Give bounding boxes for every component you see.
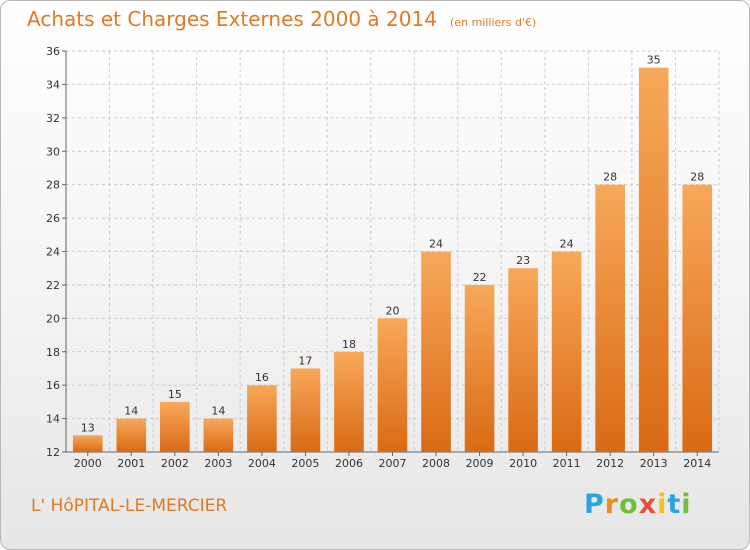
- bar: [116, 418, 147, 452]
- bar: [595, 184, 625, 452]
- data-label: 28: [603, 171, 617, 184]
- chart-title: Achats et Charges Externes 2000 à 2014: [27, 7, 437, 31]
- data-label: 15: [168, 388, 182, 401]
- bar: [377, 318, 408, 452]
- bar: [334, 351, 364, 452]
- y-tick-label: 36: [46, 45, 60, 58]
- y-tick-label: 30: [46, 145, 60, 158]
- bar: [247, 385, 277, 452]
- y-tick-label: 32: [46, 112, 60, 125]
- title-row: Achats et Charges Externes 2000 à 2014 (…: [27, 7, 536, 31]
- y-tick-label: 26: [46, 212, 60, 225]
- x-tick-label: 2010: [509, 457, 537, 470]
- data-label: 35: [647, 54, 661, 67]
- bar: [203, 418, 234, 452]
- data-label: 24: [560, 238, 574, 251]
- data-label: 24: [429, 238, 443, 251]
- data-label: 28: [690, 171, 704, 184]
- bar: [464, 284, 495, 452]
- y-tick-label: 20: [46, 312, 60, 325]
- data-label: 18: [342, 338, 356, 351]
- chart-subtitle: (en milliers d'€): [450, 16, 537, 29]
- y-tick-label: 14: [46, 413, 60, 426]
- x-tick-label: 2014: [683, 457, 711, 470]
- x-tick-label: 2013: [640, 457, 668, 470]
- bar: [290, 368, 321, 452]
- x-tick-label: 2007: [379, 457, 407, 470]
- data-label: 23: [516, 254, 530, 267]
- x-tick-label: 2003: [204, 457, 232, 470]
- bar: [160, 401, 190, 452]
- bar: [72, 435, 103, 452]
- x-tick-label: 2004: [248, 457, 276, 470]
- data-label: 14: [124, 405, 138, 418]
- bar: [638, 67, 669, 452]
- y-tick-label: 24: [46, 246, 60, 259]
- x-tick-label: 2009: [466, 457, 494, 470]
- data-label: 13: [81, 421, 95, 434]
- y-tick-label: 12: [46, 446, 60, 459]
- x-tick-label: 2012: [596, 457, 624, 470]
- y-tick-label: 18: [46, 346, 60, 359]
- bar: [551, 251, 582, 452]
- x-tick-label: 2006: [335, 457, 363, 470]
- bar: [508, 268, 538, 452]
- x-tick-label: 2002: [161, 457, 189, 470]
- data-label: 16: [255, 371, 269, 384]
- data-label: 22: [473, 271, 487, 284]
- y-tick-label: 28: [46, 179, 60, 192]
- y-tick-label: 34: [46, 78, 60, 91]
- bar: [421, 251, 451, 452]
- y-tick-label: 22: [46, 279, 60, 292]
- proxiti-logo[interactable]: Proxiti: [584, 489, 692, 520]
- place-name: L' HôPITAL-LE-MERCIER: [31, 496, 228, 516]
- x-tick-label: 2005: [291, 457, 319, 470]
- x-tick-label: 2008: [422, 457, 450, 470]
- data-label: 20: [386, 304, 400, 317]
- data-label: 17: [298, 354, 312, 367]
- x-tick-label: 2001: [117, 457, 145, 470]
- data-label: 14: [211, 405, 225, 418]
- x-tick-label: 2011: [553, 457, 581, 470]
- x-tick-label: 2000: [74, 457, 102, 470]
- bar: [682, 184, 713, 452]
- y-tick-label: 16: [46, 379, 60, 392]
